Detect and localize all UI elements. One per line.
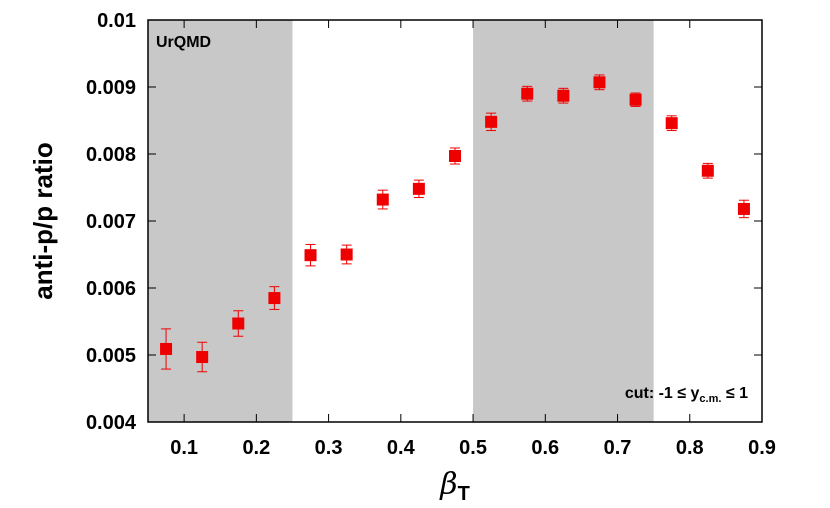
data-point <box>701 164 714 177</box>
data-point <box>665 117 678 130</box>
x-tick-label: 0.1 <box>170 437 198 459</box>
data-point <box>521 87 534 100</box>
data-series <box>160 74 750 373</box>
x-tick-label: 0.6 <box>531 437 559 459</box>
x-tick-label: 0.3 <box>315 437 343 459</box>
data-point <box>232 317 245 330</box>
shaded-region <box>148 20 293 422</box>
tick-labels: 0.1 0.2 0.3 0.4 0.5 0.6 0.7 0.8 0.9 0.004 0.005 0.0… <box>86 10 776 459</box>
data-point <box>557 89 570 102</box>
shaded-region <box>473 20 654 422</box>
y-tick-label: 0.008 <box>86 144 136 166</box>
cut-annotation-suffix: ≤ 1 <box>721 385 748 402</box>
y-tick-label: 0.007 <box>86 211 136 233</box>
data-point <box>376 193 389 206</box>
data-point <box>449 150 461 163</box>
y-axis-label: anti-p/p ratio <box>28 142 58 299</box>
y-tick-label: 0.005 <box>86 345 136 367</box>
x-tick-label: 0.8 <box>676 437 704 459</box>
x-tick-label: 0.4 <box>387 437 416 459</box>
data-point <box>485 115 498 128</box>
y-tick-label: 0.004 <box>86 412 137 434</box>
x-axis-label: βT <box>439 467 470 505</box>
cut-annotation-sub: c.m. <box>699 393 721 405</box>
y-tick-label: 0.01 <box>97 10 136 32</box>
data-point <box>412 182 425 195</box>
data-point <box>304 249 317 262</box>
model-annotation: UrQMD <box>156 34 211 51</box>
data-point <box>196 351 209 364</box>
data-point <box>629 93 642 106</box>
x-tick-label: 0.9 <box>748 437 776 459</box>
y-tick-label: 0.006 <box>86 278 136 300</box>
data-point <box>737 202 750 215</box>
data-point <box>160 342 173 355</box>
x-axis-label-subscript: T <box>458 483 470 505</box>
plot-frame <box>147 19 763 423</box>
x-tick-label: 0.5 <box>459 437 487 459</box>
shaded-regions <box>148 20 654 422</box>
x-tick-label: 0.2 <box>242 437 270 459</box>
data-point <box>593 76 606 89</box>
cut-annotation: cut: -1 ≤ yc.m. ≤ 1 <box>625 385 748 405</box>
data-point <box>340 248 353 261</box>
cut-annotation-prefix: cut: -1 ≤ y <box>625 385 700 402</box>
x-tick-label: 0.7 <box>604 437 632 459</box>
y-tick-label: 0.009 <box>86 77 136 99</box>
x-axis-label-symbol: β <box>439 467 457 502</box>
data-point <box>268 292 281 305</box>
